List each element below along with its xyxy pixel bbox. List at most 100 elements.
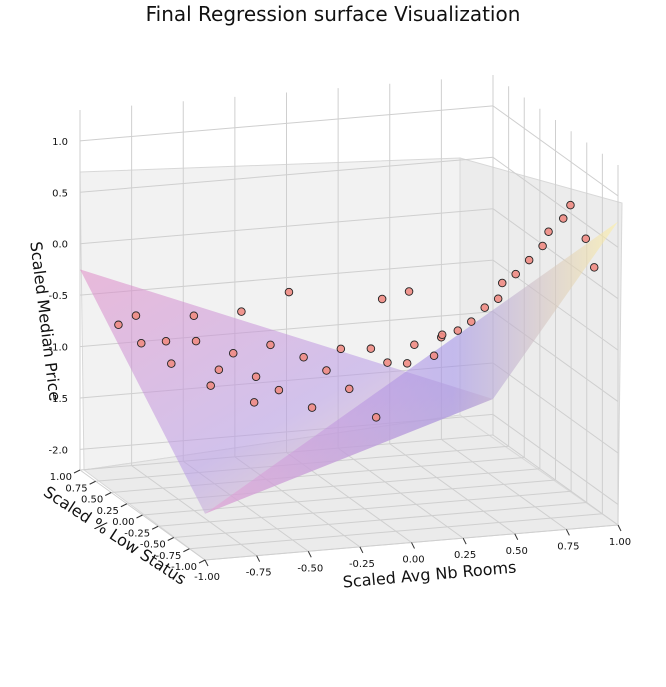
y-tick-mark [136,514,143,519]
x-tick-mark [411,542,415,549]
y-tick-mark [167,537,174,541]
data-point [480,303,489,312]
data-point [167,359,176,368]
x-tick-label: -0.75 [246,568,272,579]
y-tick-label: -0.25 [124,528,150,539]
y-tick-mark [151,525,159,530]
x-tick-label: 1.00 [609,537,631,548]
data-point [366,344,376,353]
y-tick-mark [73,469,81,474]
data-point [559,214,568,223]
surface-facet [80,269,493,514]
y-tick-label: -0.50 [140,540,166,551]
data-point [274,385,284,395]
y-tick-label: -0.75 [156,551,182,562]
z-gridline [492,105,619,197]
data-point [589,263,599,272]
data-point [371,413,381,422]
data-point [284,287,294,297]
data-point [191,336,201,346]
x-tick-label: 0.50 [506,546,528,557]
y-gridline [111,457,525,493]
y-tick-label: 0.25 [97,506,119,517]
data-point [467,317,476,326]
data-point [402,359,412,368]
data-point [249,398,259,407]
x-tick-mark [462,537,467,545]
z-gridline [492,414,619,505]
z-gridline [79,156,494,193]
data-point [581,234,591,243]
data-point [137,338,146,348]
x-tick-mark [359,546,364,554]
z-tick-label: 0.5 [52,188,68,199]
z-gridline [79,105,494,142]
y-tick-mark [89,480,96,485]
data-point [544,227,553,236]
y-gridline [126,468,540,505]
data-point [189,311,199,321]
y-tick-mark [105,492,112,496]
data-point [206,381,215,390]
z-tick-label: 0.0 [52,240,68,251]
z-gridline [492,362,619,454]
data-point [511,269,520,279]
data-points [114,200,599,422]
data-point [493,294,503,303]
y-gridline [173,502,587,538]
z-tick-label: -1.5 [48,394,68,405]
x-tick-mark [617,524,622,532]
z-gridline [79,259,494,296]
x-tick-label: 0.75 [557,541,579,552]
x-tick-label: 0.00 [402,555,424,566]
axis-ticks: -1.00 -0.75 -0.50 -0.25 0.00 0.25 0.50 0.75 1.00… [48,137,631,583]
gridlines [79,75,619,561]
data-point [429,351,439,361]
y-tick-mark [183,548,190,553]
data-point [453,326,463,335]
data-point [266,340,275,350]
data-point [538,241,547,251]
y-tick-mark [120,503,128,508]
z-gridline [492,156,619,248]
data-point [524,255,534,265]
data-point [299,352,308,362]
x-tick-label: -1.00 [194,572,220,583]
data-point [114,320,123,330]
data-point [410,340,419,350]
x-tick-label: -0.50 [297,563,323,574]
chart-title: Final Regression surface Visualization [145,2,521,26]
data-point [131,311,141,320]
z-tick-label: -0.5 [48,291,68,302]
y-tick-label: -1.00 [171,562,197,573]
x-tick-mark [256,555,261,562]
x-tick-label: -0.25 [349,559,375,570]
y-tick-label: 1.00 [50,472,72,483]
y-tick-label: 0.50 [81,495,103,506]
data-point [161,336,171,346]
data-point [336,344,346,354]
data-point [228,349,238,358]
z-gridline [492,208,619,300]
z-tick-label: 1.0 [52,137,68,148]
x-tick-label: 0.25 [454,550,476,561]
z-tick-label: -1.0 [48,343,68,354]
y-gridline [158,490,572,527]
data-point [377,294,387,304]
data-point [345,384,354,394]
x-tick-mark [307,551,312,558]
x-tick-mark [565,529,570,536]
y-tick-label: 0.00 [112,517,134,528]
y-gridline [189,513,603,550]
regression-surface [80,221,618,514]
data-point [383,358,392,367]
data-point [498,278,507,288]
z-axis-label: Scaled Median Price [26,240,64,402]
x-tick-mark [514,533,519,540]
z-gridline [79,208,494,245]
surface-facet [205,221,618,514]
data-point [404,287,414,296]
x-tick-mark [204,559,209,567]
data-point [237,307,246,316]
